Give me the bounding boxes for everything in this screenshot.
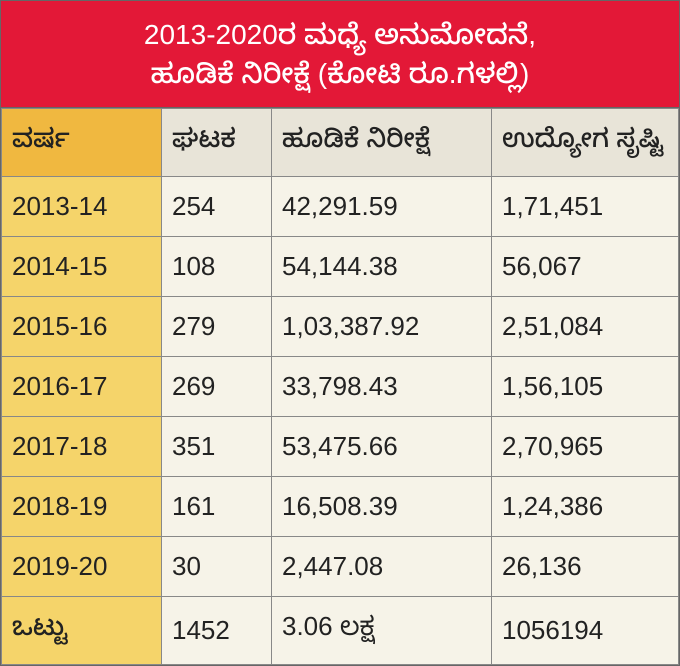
- cell-investment: 33,798.43: [272, 357, 492, 417]
- cell-employment: 1,24,386: [492, 477, 679, 537]
- table-row: 2018-19 161 16,508.39 1,24,386: [2, 477, 679, 537]
- investment-table-card: 2013-2020ರ ಮಧ್ಯೆ ಅನುಮೋದನೆ, ಹೂಡಿಕೆ ನಿರೀಕ್…: [0, 0, 680, 666]
- col-investment-header: ಹೂಡಿಕೆ ನಿರೀಕ್ಷೆ: [272, 109, 492, 177]
- table-header-row: ವರ್ಷ ಘಟಕ ಹೂಡಿಕೆ ನಿರೀಕ್ಷೆ ಉದ್ಯೋಗ ಸೃಷ್ಟಿ: [2, 109, 679, 177]
- cell-units: 161: [162, 477, 272, 537]
- col-units-header: ಘಟಕ: [162, 109, 272, 177]
- cell-investment: 16,508.39: [272, 477, 492, 537]
- cell-year: 2018-19: [2, 477, 162, 537]
- cell-total-employment: 1056194: [492, 597, 679, 665]
- cell-employment: 2,51,084: [492, 297, 679, 357]
- cell-investment: 53,475.66: [272, 417, 492, 477]
- cell-employment: 56,067: [492, 237, 679, 297]
- cell-year: 2015-16: [2, 297, 162, 357]
- cell-investment: 1,03,387.92: [272, 297, 492, 357]
- cell-investment: 42,291.59: [272, 177, 492, 237]
- cell-year: 2019-20: [2, 537, 162, 597]
- title-line1: 2013-2020ರ ಮಧ್ಯೆ ಅನುಮೋದನೆ,: [144, 19, 536, 50]
- cell-units: 108: [162, 237, 272, 297]
- cell-year: 2014-15: [2, 237, 162, 297]
- cell-year: 2013-14: [2, 177, 162, 237]
- cell-employment: 1,71,451: [492, 177, 679, 237]
- table-title: 2013-2020ರ ಮಧ್ಯೆ ಅನುಮೋದನೆ, ಹೂಡಿಕೆ ನಿರೀಕ್…: [1, 1, 679, 108]
- cell-units: 254: [162, 177, 272, 237]
- cell-units: 30: [162, 537, 272, 597]
- investment-table: ವರ್ಷ ಘಟಕ ಹೂಡಿಕೆ ನಿರೀಕ್ಷೆ ಉದ್ಯೋಗ ಸೃಷ್ಟಿ 2…: [1, 108, 679, 665]
- table-row: 2013-14 254 42,291.59 1,71,451: [2, 177, 679, 237]
- cell-total-units: 1452: [162, 597, 272, 665]
- cell-year: 2017-18: [2, 417, 162, 477]
- table-row: 2016-17 269 33,798.43 1,56,105: [2, 357, 679, 417]
- table-row: 2017-18 351 53,475.66 2,70,965: [2, 417, 679, 477]
- col-employment-header: ಉದ್ಯೋಗ ಸೃಷ್ಟಿ: [492, 109, 679, 177]
- table-row: 2015-16 279 1,03,387.92 2,51,084: [2, 297, 679, 357]
- title-line2: ಹೂಡಿಕೆ ನಿರೀಕ್ಷೆ (ಕೋಟಿ ರೂ.ಗಳಲ್ಲಿ): [151, 58, 530, 89]
- cell-year: 2016-17: [2, 357, 162, 417]
- col-year-header: ವರ್ಷ: [2, 109, 162, 177]
- cell-total-investment: 3.06 ಲಕ್ಷ: [272, 597, 492, 665]
- table-body: 2013-14 254 42,291.59 1,71,451 2014-15 1…: [2, 177, 679, 665]
- table-row: 2014-15 108 54,144.38 56,067: [2, 237, 679, 297]
- cell-employment: 2,70,965: [492, 417, 679, 477]
- cell-employment: 26,136: [492, 537, 679, 597]
- cell-investment: 2,447.08: [272, 537, 492, 597]
- table-row: 2019-20 30 2,447.08 26,136: [2, 537, 679, 597]
- cell-total-label: ಒಟ್ಟು: [2, 597, 162, 665]
- cell-employment: 1,56,105: [492, 357, 679, 417]
- cell-units: 269: [162, 357, 272, 417]
- table-total-row: ಒಟ್ಟು 1452 3.06 ಲಕ್ಷ 1056194: [2, 597, 679, 665]
- cell-units: 351: [162, 417, 272, 477]
- cell-investment: 54,144.38: [272, 237, 492, 297]
- cell-units: 279: [162, 297, 272, 357]
